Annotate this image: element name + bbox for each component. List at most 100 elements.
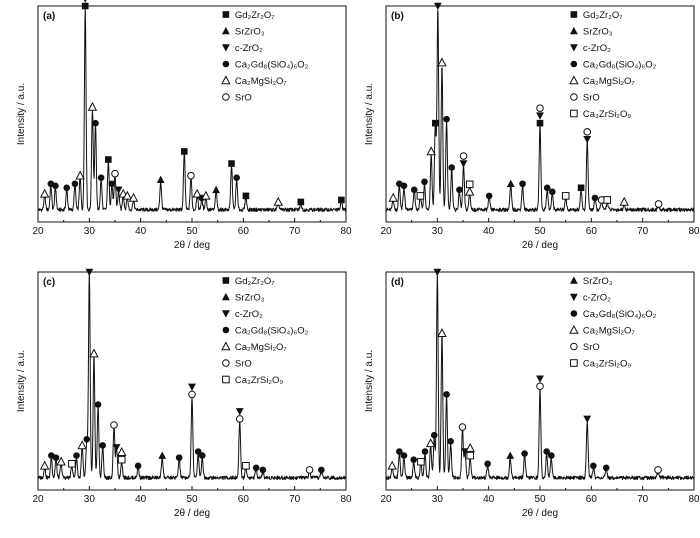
legend-marker-filled-triangle-down <box>569 44 578 52</box>
peak-marker-filled-triangle-down <box>83 0 87 3</box>
peak-marker-filled-circle <box>400 182 408 190</box>
peak-marker-open-square <box>466 451 474 460</box>
x-axis-label: 2θ / deg <box>174 508 210 519</box>
x-tick-label: 20 <box>32 494 44 505</box>
peak-marker-filled-circle <box>443 391 450 398</box>
x-tick-label: 50 <box>186 226 198 237</box>
legend-label: Ca₃ZrSi₂O₉ <box>583 359 632 370</box>
peak-marker-filled-circle <box>430 431 438 439</box>
peak-marker-open-triangle-up <box>426 146 436 156</box>
peak-marker-filled-triangle-down <box>433 2 442 11</box>
peak-marker-filled-circle <box>194 448 202 455</box>
peak-marker-filled-triangle-down <box>188 383 196 391</box>
legend-label: Gd₂Zr₂O₇ <box>235 276 275 287</box>
peak-marker-open-triangle-up <box>387 460 397 470</box>
peak-marker-open-circle <box>536 382 544 391</box>
peak-marker-open-circle <box>583 128 592 136</box>
peak-marker-filled-circle <box>421 178 428 186</box>
x-tick-label: 60 <box>238 494 250 505</box>
peak-marker-filled-triangle-down <box>85 268 94 277</box>
legend-marker-open-triangle-up <box>569 324 579 334</box>
legend-marker-filled-triangle-down <box>569 293 578 302</box>
legend-label: c-ZrO₂ <box>583 43 611 54</box>
peak-marker-filled-square <box>297 198 305 206</box>
peak-marker-filled-circle <box>92 119 99 127</box>
panel-c: 20 30 40 50 60 70 80 2θ / deg Intensity / a.u. (c… <box>16 268 352 519</box>
peak-marker-filled-triangle-down <box>459 160 468 168</box>
legend-marker-filled-triangle-down <box>221 44 230 52</box>
x-tick-label: 80 <box>340 226 352 237</box>
legend-label: SrZrO₃ <box>235 293 265 304</box>
x-tick-label: 70 <box>637 226 649 237</box>
legend-marker-open-circle <box>222 93 230 101</box>
peak-marker-open-circle <box>111 169 119 178</box>
peak-marker-open-circle <box>654 200 663 208</box>
peak-marker-filled-circle <box>456 186 463 194</box>
legend-label: SrO <box>235 93 252 104</box>
legend-marker-open-triangle-up <box>221 75 231 85</box>
legend-label: c-ZrO₂ <box>235 43 263 54</box>
x-tick-label: 20 <box>380 494 392 505</box>
legend-marker-filled-triangle-up <box>221 292 230 301</box>
peak-marker-open-square <box>242 462 250 470</box>
peak-marker-filled-circle <box>549 188 556 196</box>
legend-marker-filled-square <box>570 11 578 18</box>
legend: Gd₂Zr₂O₇ SrZrO₃ c-ZrO₂ Ca₂Gd₈(SiO₄)₆O₂ Ca₂Mg… <box>221 276 309 386</box>
legend-label: c-ZrO₂ <box>583 293 611 304</box>
peak-marker-filled-circle <box>108 180 116 188</box>
legend-label: Ca₃ZrSi₂O₉ <box>583 109 632 120</box>
legend-label: Ca₂MgSi₂O₇ <box>583 326 635 337</box>
panel-label: (a) <box>43 11 55 22</box>
x-tick-label: 60 <box>586 494 598 505</box>
x-tick-label: 70 <box>637 494 649 505</box>
legend-marker-open-triangle-up <box>221 341 231 351</box>
x-tick-label: 60 <box>238 226 250 237</box>
legend-marker-filled-triangle-up <box>221 26 230 35</box>
peak-marker-open-circle <box>458 423 467 431</box>
legend-marker-open-circle <box>570 342 578 351</box>
peak-marker-filled-circle <box>198 452 206 459</box>
peak-marker-filled-circle <box>94 401 102 408</box>
peak-marker-filled-circle <box>71 180 79 188</box>
plot-frame <box>37 271 347 491</box>
legend-marker-filled-triangle-down <box>221 310 230 318</box>
peak-marker-filled-triangle-down <box>433 268 442 277</box>
peak-marker-filled-circle <box>83 435 91 443</box>
legend-marker-open-square <box>570 359 578 367</box>
x-tick-label: 20 <box>380 226 392 237</box>
legend-label: Ca₃ZrSi₂O₉ <box>235 375 284 386</box>
panel-label: (d) <box>391 277 404 288</box>
legend-label: Ca₂Gd₈(SiO₄)₆O₂ <box>235 60 309 71</box>
peak-marker-open-square <box>603 196 612 204</box>
x-tick-label: 80 <box>688 494 700 505</box>
peak-marker-open-triangle-up <box>116 447 127 456</box>
peak-marker-open-square <box>117 455 126 464</box>
peak-marker-filled-circle <box>63 184 71 192</box>
x-tick-label: 40 <box>483 494 495 505</box>
peak-marker-filled-circle <box>52 182 59 190</box>
peak-marker-filled-circle <box>396 448 403 455</box>
legend-label: SrZrO₃ <box>583 276 613 287</box>
peak-marker-filled-circle <box>52 454 60 461</box>
peak-marker-filled-circle <box>175 454 183 461</box>
peak-marker-filled-circle <box>421 448 429 455</box>
peak-marker-open-triangle-up <box>437 328 447 337</box>
legend: Gd₂Zr₂O₇ SrZrO₃ c-ZrO₂ Ca₂Gd₈(SiO₄)₆O₂ Ca₂Mg… <box>569 10 657 120</box>
peak-marker-filled-triangle-up <box>506 451 515 459</box>
x-tick-label: 80 <box>688 226 700 237</box>
x-tick-label: 60 <box>586 226 598 237</box>
panel-label: (c) <box>43 277 55 288</box>
peak-marker-open-circle <box>536 104 544 112</box>
peak-marker-filled-circle <box>484 460 491 468</box>
peak-marker-filled-circle <box>134 462 142 470</box>
legend-marker-open-circle <box>570 93 578 101</box>
legend-marker-filled-triangle-up <box>569 26 578 35</box>
legend-label: SrZrO₃ <box>235 27 265 38</box>
peak-marker-filled-circle <box>410 456 418 463</box>
x-tick-label: 80 <box>340 494 352 505</box>
peak-marker-filled-circle <box>73 452 80 459</box>
peak-marker-open-circle <box>305 466 314 474</box>
peak-marker-open-circle <box>459 152 468 160</box>
peak-marker-open-triangle-up <box>39 188 50 198</box>
